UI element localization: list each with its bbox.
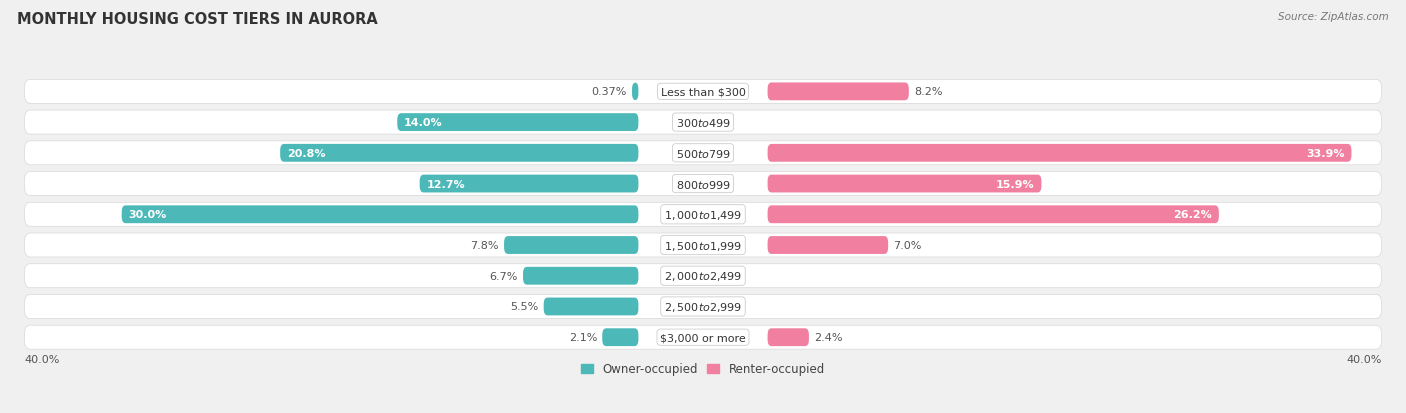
FancyBboxPatch shape [768, 328, 808, 346]
FancyBboxPatch shape [24, 295, 1382, 319]
FancyBboxPatch shape [24, 142, 1382, 165]
Text: 26.2%: 26.2% [1173, 210, 1212, 220]
Text: Less than $300: Less than $300 [661, 87, 745, 97]
Text: 7.8%: 7.8% [471, 240, 499, 250]
Text: $2,000 to $2,499: $2,000 to $2,499 [664, 270, 742, 282]
Text: Source: ZipAtlas.com: Source: ZipAtlas.com [1278, 12, 1389, 22]
Text: $2,500 to $2,999: $2,500 to $2,999 [664, 300, 742, 313]
FancyBboxPatch shape [633, 83, 638, 101]
FancyBboxPatch shape [768, 175, 1042, 193]
FancyBboxPatch shape [602, 328, 638, 346]
FancyBboxPatch shape [768, 83, 908, 101]
FancyBboxPatch shape [24, 264, 1382, 288]
Text: 12.7%: 12.7% [426, 179, 465, 189]
Text: 6.7%: 6.7% [489, 271, 517, 281]
Text: $800 to $999: $800 to $999 [675, 178, 731, 190]
Text: 8.2%: 8.2% [914, 87, 942, 97]
Text: $300 to $499: $300 to $499 [675, 117, 731, 129]
Text: 15.9%: 15.9% [995, 179, 1035, 189]
Legend: Owner-occupied, Renter-occupied: Owner-occupied, Renter-occupied [581, 363, 825, 375]
Text: $500 to $799: $500 to $799 [675, 147, 731, 159]
Text: $1,000 to $1,499: $1,000 to $1,499 [664, 208, 742, 221]
Text: $3,000 or more: $3,000 or more [661, 332, 745, 342]
FancyBboxPatch shape [523, 267, 638, 285]
Text: 33.9%: 33.9% [1306, 148, 1344, 159]
FancyBboxPatch shape [24, 233, 1382, 257]
Text: 2.1%: 2.1% [568, 332, 598, 342]
FancyBboxPatch shape [505, 237, 638, 254]
FancyBboxPatch shape [24, 325, 1382, 349]
Text: 40.0%: 40.0% [1346, 354, 1382, 364]
Text: 14.0%: 14.0% [404, 118, 443, 128]
FancyBboxPatch shape [24, 111, 1382, 135]
FancyBboxPatch shape [398, 114, 638, 132]
FancyBboxPatch shape [122, 206, 638, 224]
FancyBboxPatch shape [419, 175, 638, 193]
Text: 30.0%: 30.0% [128, 210, 167, 220]
FancyBboxPatch shape [768, 145, 1351, 162]
Text: $1,500 to $1,999: $1,500 to $1,999 [664, 239, 742, 252]
FancyBboxPatch shape [768, 237, 889, 254]
Text: 5.5%: 5.5% [510, 302, 538, 312]
FancyBboxPatch shape [24, 80, 1382, 104]
Text: 2.4%: 2.4% [814, 332, 842, 342]
FancyBboxPatch shape [24, 203, 1382, 227]
FancyBboxPatch shape [544, 298, 638, 316]
Text: MONTHLY HOUSING COST TIERS IN AURORA: MONTHLY HOUSING COST TIERS IN AURORA [17, 12, 378, 27]
FancyBboxPatch shape [280, 145, 638, 162]
FancyBboxPatch shape [768, 206, 1219, 224]
Text: 7.0%: 7.0% [893, 240, 922, 250]
FancyBboxPatch shape [24, 172, 1382, 196]
Text: 40.0%: 40.0% [24, 354, 60, 364]
Text: 20.8%: 20.8% [287, 148, 326, 159]
Text: 0.37%: 0.37% [592, 87, 627, 97]
